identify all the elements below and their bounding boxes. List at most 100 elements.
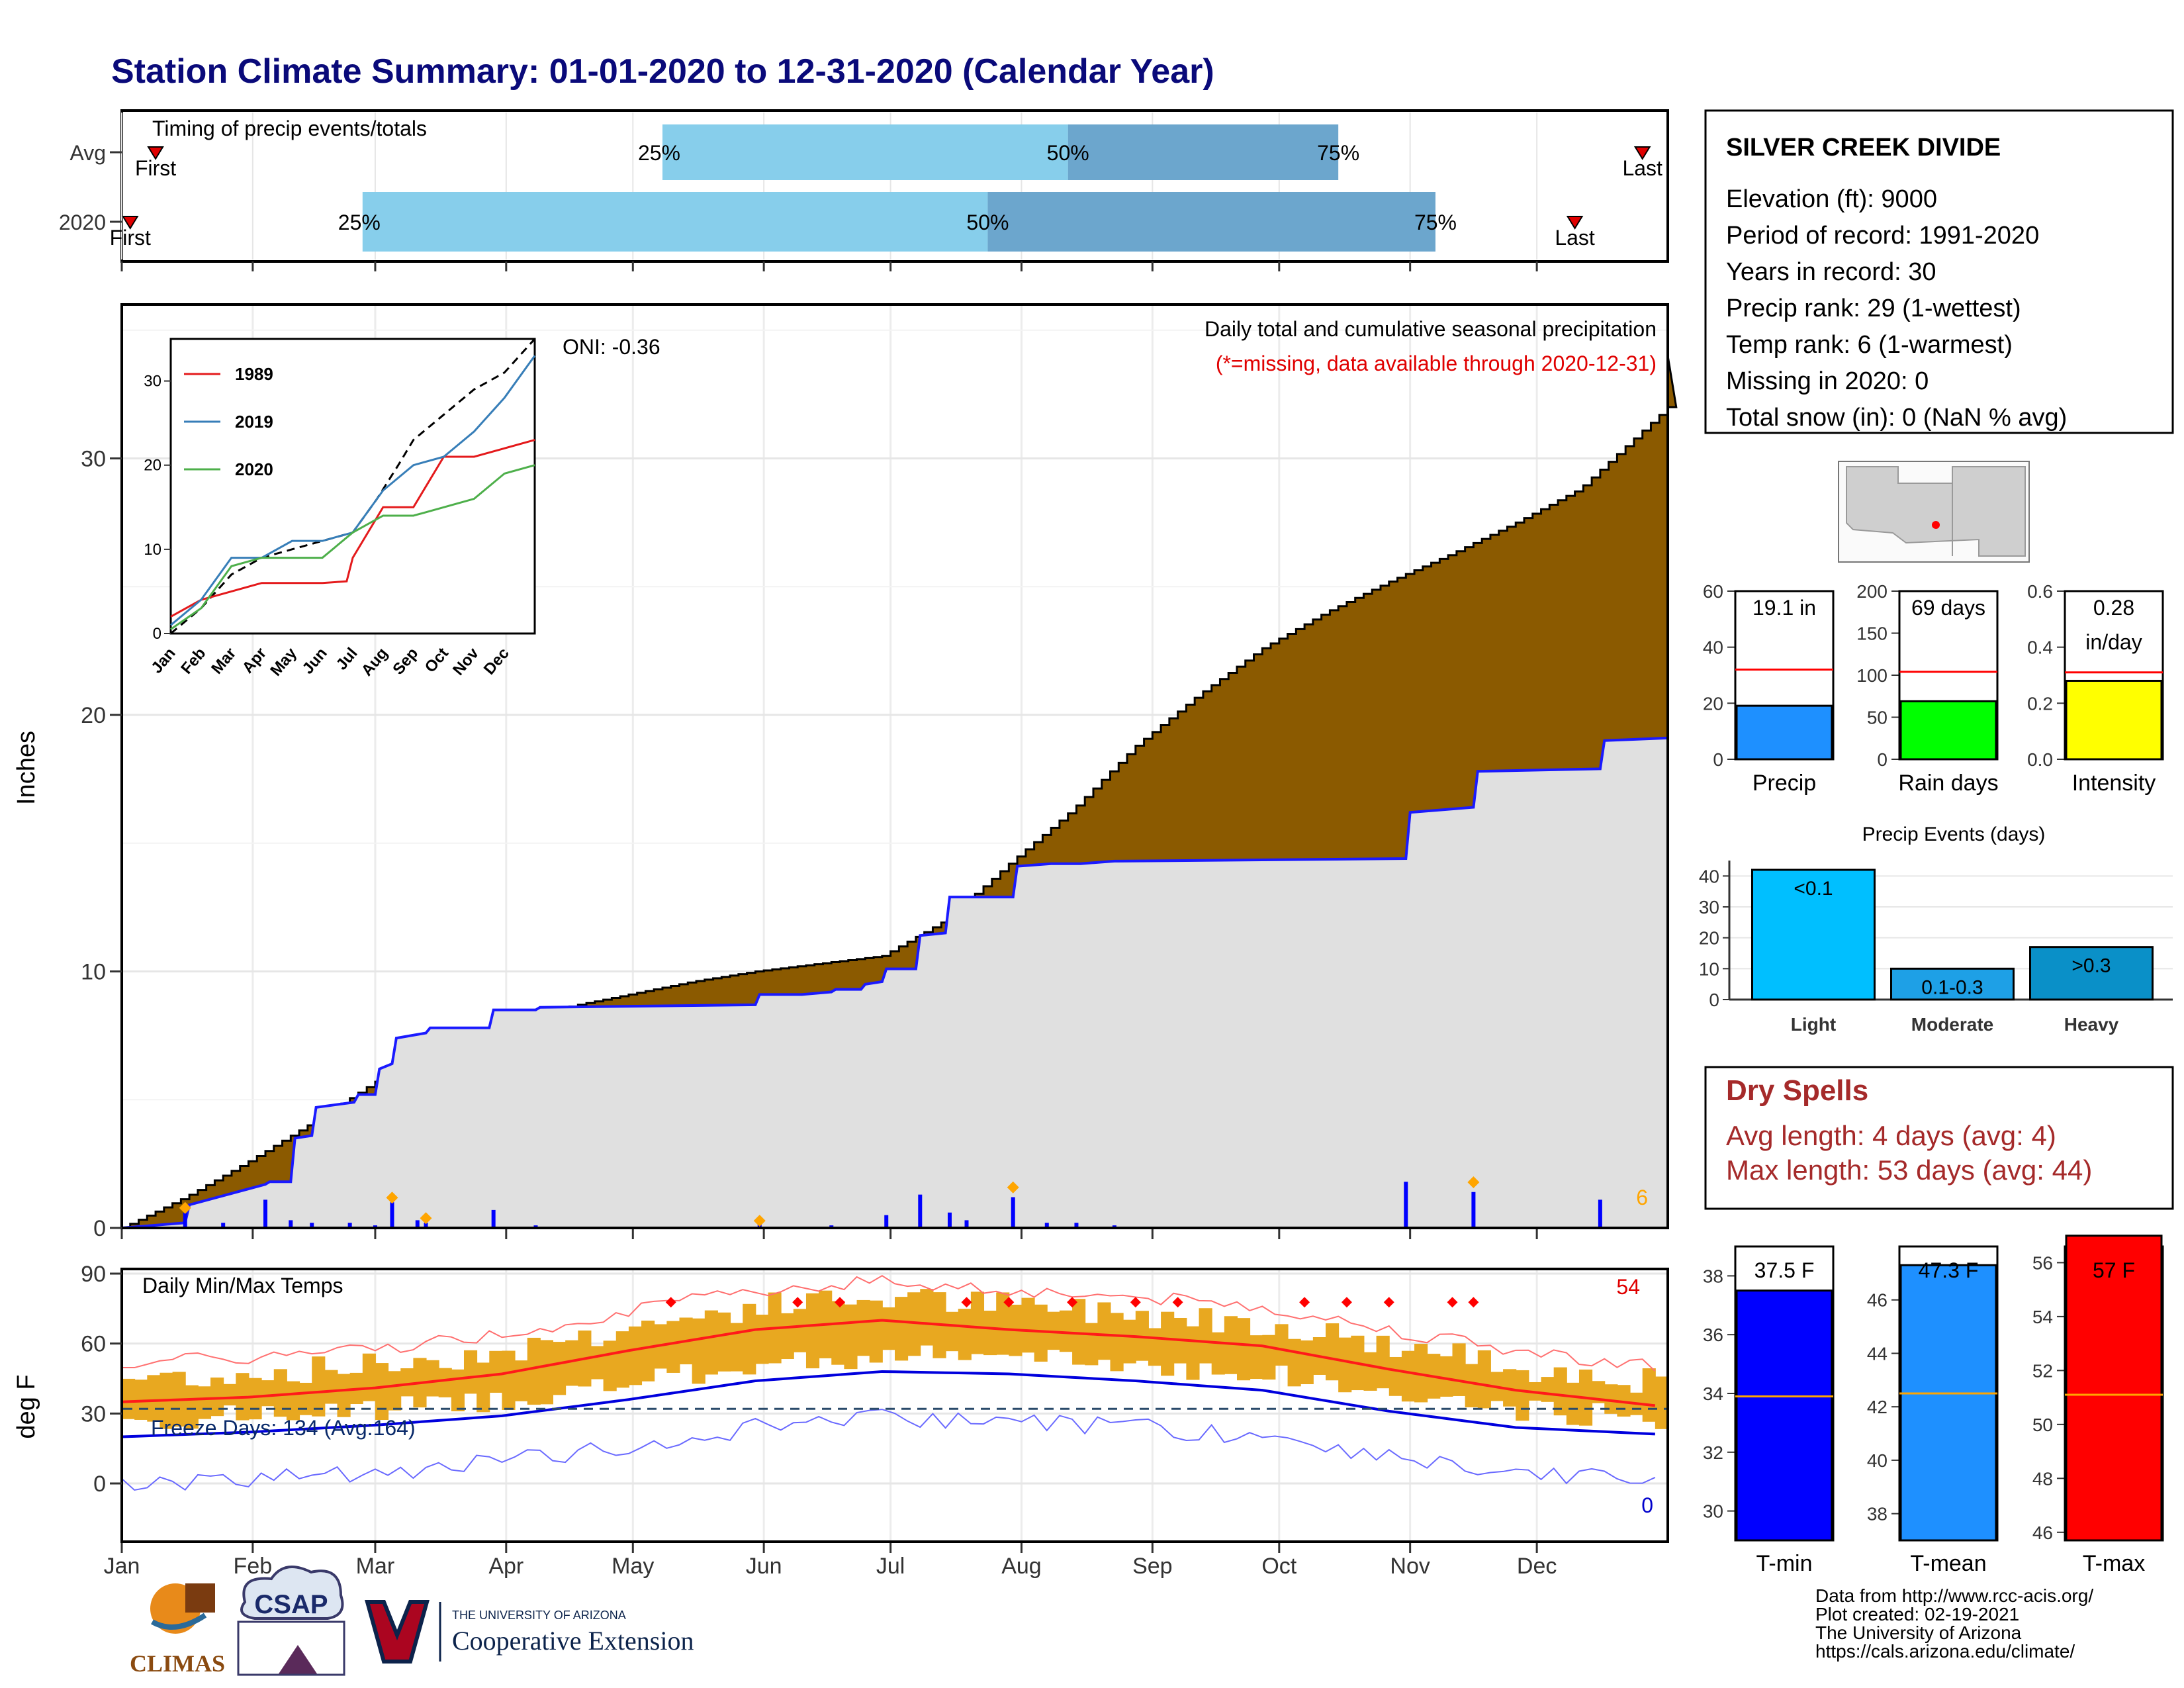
daily-temp-bar: [565, 1340, 579, 1386]
month-label: Jan: [104, 1554, 140, 1579]
daily-temp-bar: [717, 1312, 731, 1372]
mini-ytick-label: 0.4: [2027, 637, 2053, 658]
daily-temp-bar: [945, 1311, 959, 1352]
daily-temp-bar: [1275, 1324, 1289, 1366]
daily-temp-bar: [388, 1371, 402, 1411]
record-high-marker: [792, 1297, 803, 1308]
daily-temp-bar: [477, 1362, 490, 1413]
daily-temp-bar: [1034, 1304, 1048, 1362]
daily-precip-bar: [424, 1223, 428, 1228]
mini-bar-value: 19.1 in: [1752, 596, 1816, 620]
daily-precip-bar: [884, 1215, 889, 1228]
min-count: 0: [1641, 1493, 1653, 1517]
dry-spells-frame: [1704, 1066, 2174, 1210]
daily-temp-bar: [210, 1377, 224, 1417]
daily-temp-bar: [375, 1363, 389, 1421]
footer-line: https://cals.arizona.edu/climate/: [1815, 1641, 2075, 1662]
temp-bar-ytick-label: 34: [1703, 1383, 1723, 1404]
precip-count: 6: [1636, 1186, 1648, 1209]
daily-temp-bar: [1401, 1350, 1416, 1402]
month-label: Apr: [488, 1554, 523, 1579]
daily-temp-bar: [400, 1368, 414, 1397]
daily-temp-bar: [615, 1331, 629, 1388]
daily-temp-bar: [451, 1369, 465, 1411]
inset-ytick-label: 20: [144, 457, 161, 475]
info-line: Elevation (ft): 9000: [1726, 185, 1937, 213]
temp-bar-name: T-mean: [1910, 1551, 1986, 1576]
month-label: Feb: [234, 1554, 273, 1579]
first-event-marker: [121, 216, 139, 230]
precip-ylabel: Inches: [13, 731, 40, 805]
temp-bar-ytick-label: 44: [1867, 1343, 1888, 1364]
daily-temp-bar: [920, 1289, 934, 1346]
record-high-marker: [1130, 1297, 1141, 1308]
daily-temp-bar: [1211, 1332, 1225, 1375]
daily-temp-bar: [805, 1293, 820, 1369]
daily-temp-bar: [704, 1310, 718, 1375]
daily-temp-bar: [1414, 1344, 1428, 1403]
temp-ylabel: deg F: [13, 1374, 40, 1438]
daily-precip-bar: [310, 1223, 314, 1228]
station-name: SILVER CREEK DIVIDE: [1726, 134, 2001, 162]
timing-q25-label: 25%: [638, 141, 680, 165]
daily-temp-bar: [1059, 1310, 1073, 1352]
daily-temp-bar: [869, 1300, 883, 1363]
events-bar-label: 0.1-0.3: [1921, 976, 1983, 998]
daily-temp-bar: [641, 1321, 655, 1382]
last-event-marker: [1566, 216, 1584, 230]
climas-logo: CLIMAS: [130, 1583, 225, 1677]
daily-temp-bar: [438, 1368, 452, 1397]
inset-series-1989: [170, 439, 535, 618]
locator-map: [1838, 461, 2030, 563]
daily-temp-bar: [324, 1370, 338, 1404]
mini-ytick-label: 20: [1703, 693, 1723, 714]
last-event-label: Last: [1555, 226, 1595, 250]
last-event-label: Last: [1622, 156, 1662, 180]
month-label: Oct: [1261, 1554, 1297, 1579]
temp-bar-name: T-min: [1756, 1551, 1813, 1576]
daily-temp-bar: [895, 1297, 909, 1361]
temperature-summary-bars: 30 32 34 36 38 37.5 F T-min 38 40 42 44 46 47.3 F T-m…: [1703, 1235, 2164, 1576]
cumulative-2020-area: [121, 736, 1669, 1229]
daily-temp-bar: [1477, 1350, 1491, 1409]
dry-spells-title: Dry Spells: [1726, 1074, 1868, 1107]
climas-text: CLIMAS: [130, 1650, 225, 1677]
first-event-label: First: [135, 156, 176, 180]
daily-temp-bar: [1553, 1367, 1567, 1416]
daily-temp-bar: [983, 1310, 997, 1356]
temp-bar-ytick-label: 46: [1867, 1290, 1888, 1311]
record-high-marker: [961, 1297, 972, 1308]
daily-temp-bar: [1503, 1369, 1517, 1407]
daily-precip-bar: [1404, 1182, 1408, 1228]
daily-precip-bar: [289, 1220, 293, 1228]
daily-temp-bar: [590, 1346, 604, 1380]
daily-temp-bar: [1541, 1377, 1555, 1402]
daily-precip-bar: [918, 1194, 923, 1228]
dry-spells-box: Dry Spells Avg length: 4 days (avg: 4) M…: [1704, 1066, 2174, 1210]
freeze-days: Freeze Days: 134 (Avg:164): [151, 1416, 416, 1440]
daily-temp-bar: [1338, 1337, 1352, 1393]
timing-q50-label: 50%: [966, 211, 1009, 234]
daily-temp-bar: [1110, 1313, 1124, 1372]
events-title: Precip Events (days): [1862, 823, 2046, 845]
daily-precip-bar: [415, 1220, 420, 1228]
precip-ytick-label: 20: [81, 703, 106, 728]
daily-temp-bar: [831, 1301, 845, 1365]
daily-temp-bar: [426, 1360, 439, 1397]
temp-ytick-label: 0: [93, 1472, 106, 1497]
mini-bar-value: in/day: [2085, 630, 2142, 654]
daily-temp-bar: [1655, 1376, 1668, 1429]
temp-bar-ytick-label: 38: [1867, 1504, 1888, 1524]
timing-q75-label: 75%: [1317, 141, 1359, 165]
info-line: Period of record: 1991-2020: [1726, 222, 2039, 250]
daily-temp-bar: [1122, 1319, 1136, 1364]
daily-temp-bar: [489, 1350, 503, 1393]
daily-temp-bar: [1363, 1352, 1377, 1391]
temp-bar-ytick-label: 40: [1867, 1450, 1888, 1471]
inset-ytick-label: 10: [144, 541, 161, 559]
daily-temp-bar: [1465, 1364, 1479, 1407]
record-high-marker: [1003, 1297, 1015, 1308]
month-label: Nov: [1390, 1554, 1430, 1579]
daily-temp-bar: [1186, 1326, 1200, 1380]
timing-row-label: Avg: [69, 141, 106, 165]
